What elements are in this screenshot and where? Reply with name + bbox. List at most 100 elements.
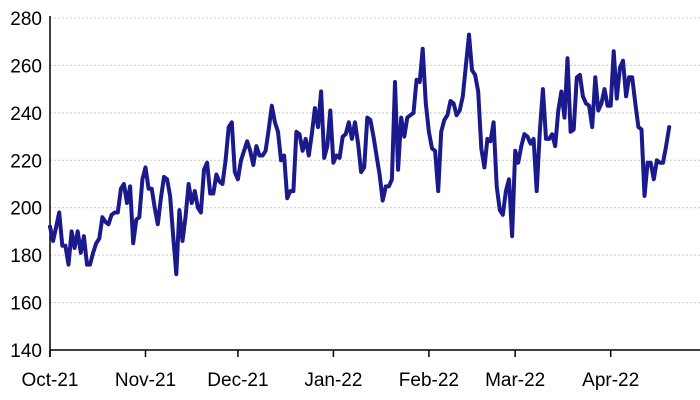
data-point [289, 190, 292, 192]
data-point [292, 190, 295, 192]
data-point [104, 221, 107, 223]
y-tick-label: 280 [10, 9, 42, 30]
data-point [366, 116, 369, 119]
data-point [73, 247, 76, 249]
data-point [532, 138, 535, 140]
data-point [187, 183, 190, 185]
data-point [625, 95, 627, 98]
data-point [397, 169, 399, 171]
data-point [474, 74, 476, 76]
data-point [240, 159, 242, 162]
data-point [375, 154, 378, 157]
data-point [523, 133, 526, 135]
data-point [653, 178, 655, 181]
data-point [458, 109, 461, 112]
data-point [304, 138, 307, 140]
data-point [428, 131, 430, 133]
data-point [314, 107, 316, 109]
data-point [163, 176, 165, 178]
data-point [600, 102, 603, 105]
data-point [529, 142, 532, 145]
data-point [591, 126, 593, 128]
data-point [113, 211, 116, 214]
data-point [526, 135, 529, 138]
data-point [132, 242, 134, 245]
x-axis-ticks [49, 350, 612, 357]
data-point [144, 166, 147, 169]
data-point [206, 161, 208, 164]
data-point [378, 173, 381, 176]
data-point [449, 100, 452, 102]
y-tick-label: 200 [10, 199, 42, 220]
data-point [200, 211, 202, 214]
data-point [452, 102, 455, 105]
data-point [209, 192, 211, 195]
data-point [381, 199, 384, 202]
data-point [271, 104, 273, 107]
data-point [619, 67, 621, 69]
data-point [58, 211, 60, 214]
data-point [403, 135, 406, 138]
data-point [261, 154, 264, 157]
data-point [421, 48, 424, 50]
data-point [612, 50, 615, 52]
data-point [329, 109, 332, 112]
data-point [557, 109, 560, 112]
data-point [255, 145, 258, 147]
data-point [86, 263, 88, 266]
data-point [308, 154, 310, 157]
data-point [126, 202, 128, 204]
data-point [622, 59, 624, 62]
data-point [280, 159, 282, 162]
x-tick-label: Jan-22 [304, 370, 362, 391]
y-axis-tick-labels: 140 160 180 200 220 240 260 280 [10, 9, 42, 362]
data-point [514, 150, 516, 152]
data-point [252, 164, 255, 166]
data-point [92, 252, 94, 254]
data-point [286, 197, 289, 199]
data-point [597, 109, 600, 112]
x-tick-label: Mar-22 [485, 370, 545, 391]
data-point [471, 69, 473, 71]
data-point [203, 169, 205, 171]
data-point [372, 135, 375, 138]
data-point [120, 187, 122, 190]
data-point [637, 126, 640, 128]
data-point [264, 150, 267, 152]
data-point [323, 157, 326, 159]
data-point [224, 159, 227, 162]
gridlines [50, 17, 700, 304]
data-point [640, 128, 643, 131]
data-point [110, 214, 113, 216]
data-point [354, 121, 356, 124]
data-point [101, 216, 104, 218]
data-point [548, 138, 550, 140]
y-tick-label: 220 [10, 151, 42, 172]
data-point [52, 240, 54, 242]
data-point [178, 209, 181, 211]
data-point [277, 131, 279, 133]
data-point [231, 121, 233, 124]
data-point [320, 90, 322, 93]
data-point [194, 190, 196, 192]
data-point [603, 88, 606, 90]
data-point [551, 133, 553, 135]
data-point [616, 97, 618, 100]
data-point [585, 102, 587, 105]
data-point [631, 76, 633, 79]
data-point [153, 206, 156, 209]
data-point [563, 116, 566, 119]
data-point [418, 81, 421, 83]
data-point [560, 90, 563, 93]
data-point [274, 121, 276, 124]
data-point [237, 178, 239, 181]
data-point [535, 190, 538, 192]
data-point [480, 147, 483, 150]
data-point [267, 128, 270, 131]
y-tick-label: 160 [10, 294, 42, 315]
data-point [477, 90, 480, 93]
data-point [227, 126, 230, 128]
data-point [545, 138, 547, 140]
data-point [499, 209, 501, 211]
data-point [332, 161, 335, 164]
